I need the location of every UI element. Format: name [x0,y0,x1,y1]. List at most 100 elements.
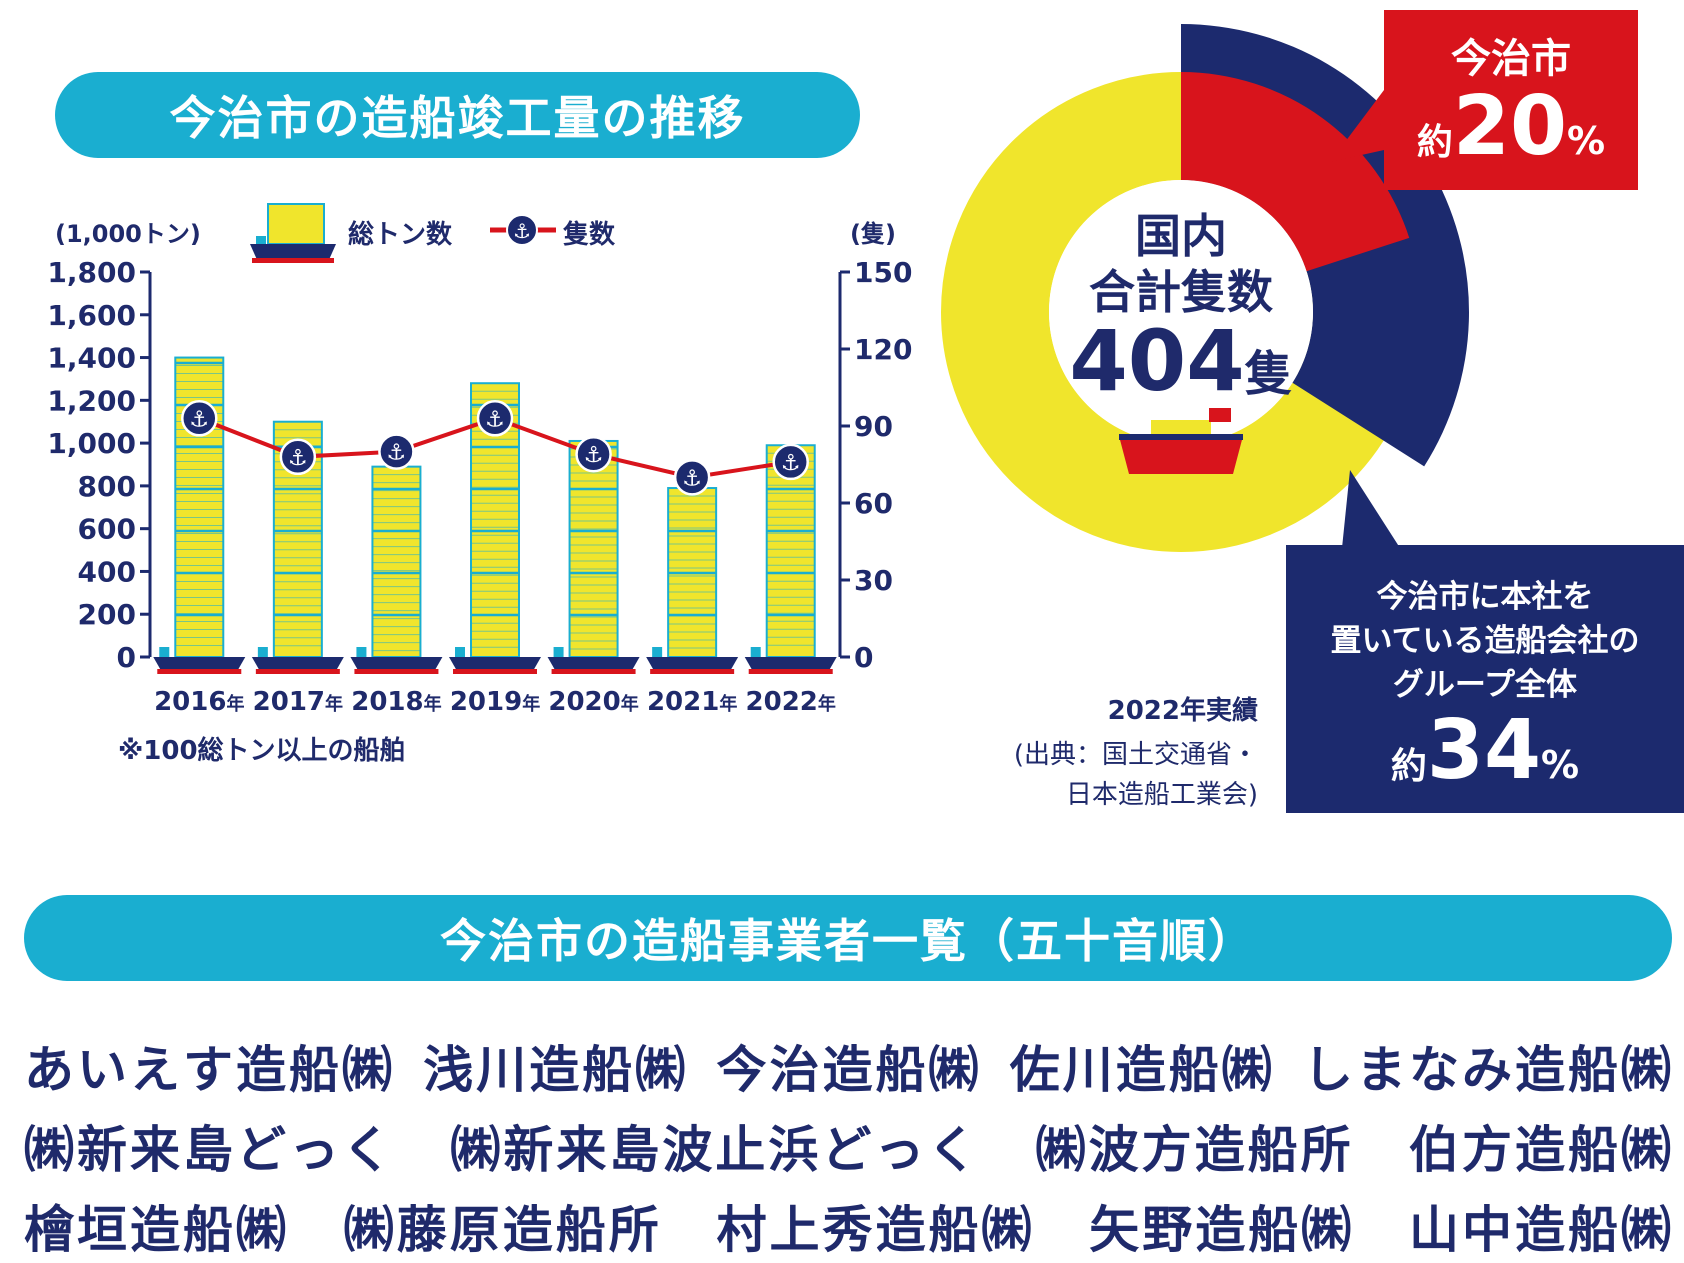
ship-hull [153,657,246,671]
group-callout-value: 34 [1426,703,1542,798]
x-tick-year: 2016 [154,687,226,717]
x-tick-suffix: 年 [522,693,540,715]
ship-icon [1119,408,1243,474]
donut-basis-year: 2022年実績 [1107,696,1258,726]
group-callout-line3: グループ全体 [1392,667,1578,703]
imabari-callout-prefix: 約 [1416,122,1453,163]
right-axis-tick-label: 30 [854,564,893,597]
chart-title: 今治市の造船竣工量の推移 [55,72,860,158]
donut-center-line1: 国内 [1135,209,1227,263]
group-callout-unit: % [1541,743,1580,787]
anchor-icon: ⚓ [387,441,407,466]
ship-waterline [157,669,242,674]
ship-bridge [750,647,761,657]
company-name: ㈱藤原造船所 [343,1201,662,1259]
bar-tonnage [371,465,422,658]
ship-waterline [453,669,537,674]
x-tick-suffix: 年 [325,693,343,715]
x-tick-year: 2021 [647,687,719,717]
right-axis-tick-label: 0 [854,641,873,674]
ship-bridge [159,647,170,657]
imabari-callout-label: 今治市 [1451,36,1571,82]
group-callout-prefix: 約 [1390,746,1427,787]
left-axis-tick-label: 0 [117,641,136,674]
x-tick-year: 2018 [351,687,423,717]
right-axis-tick-label: 120 [854,333,912,366]
x-tick-label: 2019年 [450,687,540,717]
right-axis-unit: (隻) [850,220,896,248]
ship-bridge [553,647,564,657]
x-tick-label: 2022年 [746,687,836,717]
company-name: 浅川造船㈱ [423,1041,689,1099]
imabari-callout-value: 20 [1452,79,1568,174]
chart-footnote: ※100総トン以上の船舶 [118,736,406,766]
x-tick-label: 2021年 [647,687,737,717]
ship-hull [449,657,541,671]
x-tick-suffix: 年 [226,693,244,715]
company-name: しまなみ造船㈱ [1303,1041,1674,1099]
anchor-icon: ⚓ [189,407,209,432]
company-row: あいえす造船㈱ 浅川造船㈱ 今治造船㈱ 佐川造船㈱ しまなみ造船㈱ [24,1030,1674,1102]
left-axis-tick-label: 1,200 [47,384,136,417]
ship-count-marker [673,459,711,496]
ship-count-marker [772,443,809,481]
right-axis-tick-label: 150 [854,256,912,289]
x-tick-label: 2017年 [253,687,343,717]
legend-bar-label: 総トン数 [348,220,453,250]
imabari-callout-pointer [1330,90,1384,162]
donut-total-unit: 隻 [1245,346,1293,402]
donut-source-line2: 日本造船工業会) [1065,780,1258,810]
left-axis-tick-label: 1,400 [47,342,136,375]
ship-count-marker [279,438,317,476]
company-row: 檜垣造船㈱ ㈱藤原造船所 村上秀造船㈱ 矢野造船㈱ 山中造船㈱ [24,1190,1674,1262]
x-tick-label: 2016年 [154,687,244,717]
donut-total: 404隻 [1069,312,1292,410]
x-tick-suffix: 年 [424,693,442,715]
group-callout-pointer [1342,470,1400,548]
ship-waterline [551,669,636,674]
ship-hull [744,657,837,671]
company-name: ㈱新来島波止浜どっく [450,1121,981,1179]
donut-source-line1: (出典：国土交通省・ [1013,740,1258,770]
company-name: 今治造船㈱ [716,1041,982,1099]
company-name: 村上秀造船㈱ [716,1201,1035,1259]
ship-bridge [257,647,268,657]
anchor-icon: ⚓ [682,466,702,491]
donut-imabari-segment [1181,72,1410,272]
left-axis-tick-label: 400 [78,555,136,588]
imabari-callout-unit: % [1567,119,1606,163]
legend-anchor-icon: ⚓ [490,214,556,246]
x-tick-label: 2018年 [351,687,441,717]
ship-hull [350,657,443,671]
ship-count-marker [575,435,612,473]
ship-bridge [455,647,465,657]
ship-count-marker [476,400,514,437]
company-name: ㈱新来島どっく [24,1121,395,1179]
bar-tonnage [568,439,619,658]
donut-center [1049,180,1313,444]
ship-bridge [356,647,367,657]
ship-hull [547,657,640,671]
anchor-icon: ⚓ [485,407,505,432]
ship-waterline [748,669,833,674]
company-name: ㈱波方造船所 [1035,1121,1354,1179]
company-name: あいえす造船㈱ [24,1041,395,1099]
company-name: 檜垣造船㈱ [24,1201,289,1259]
ship-waterline [650,669,735,674]
x-tick-year: 2017 [253,687,325,717]
company-list-title: 今治市の造船事業者一覧（五十音順） [24,895,1672,981]
x-tick-year: 2022 [746,687,818,717]
ship-hull [251,657,344,671]
company-name: 矢野造船㈱ [1089,1201,1355,1259]
group-share-callout: 今治市に本社を 置いている造船会社の グループ全体 約34% [1286,545,1684,813]
anchor-icon: ⚓ [781,451,801,476]
left-axis-unit: (1,000トン) [55,220,201,248]
anchor-icon: ⚓ [288,446,308,471]
imabari-share-callout: 今治市 約20% [1384,10,1638,190]
ship-waterline [354,669,439,674]
left-axis-tick-label: 800 [78,470,136,503]
right-axis-tick-label: 90 [854,410,893,443]
ship-count-marker [181,400,218,437]
x-tick-suffix: 年 [719,693,737,715]
right-axis-tick-label: 60 [854,487,893,520]
